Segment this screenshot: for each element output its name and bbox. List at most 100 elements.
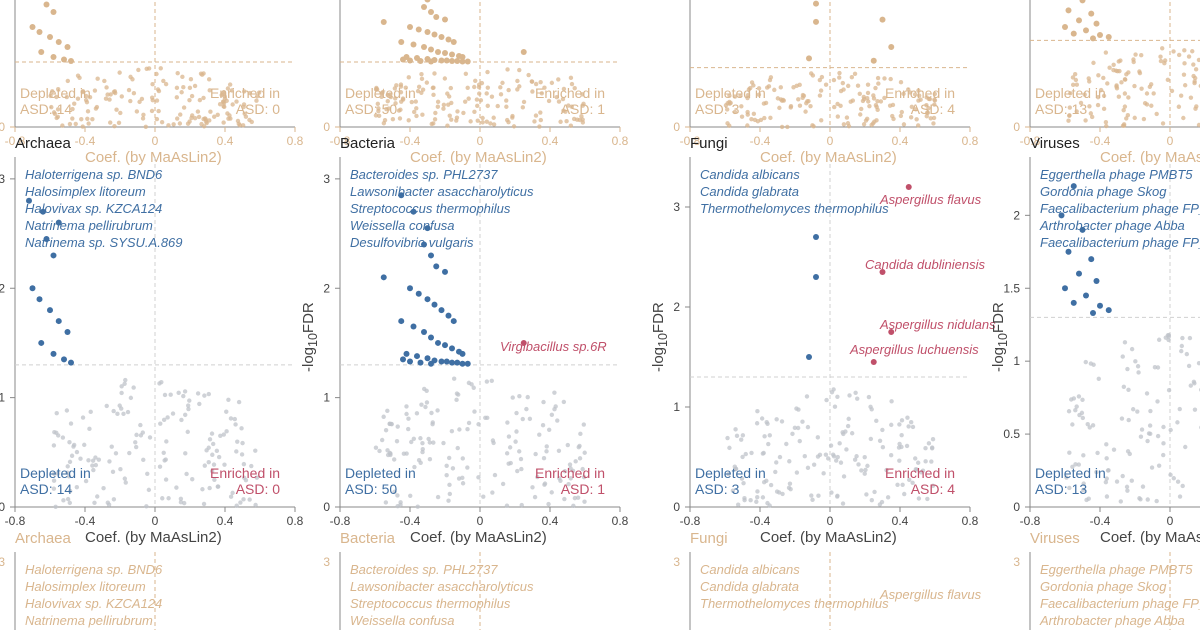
panel-archaea-ghost: Archaea 3 Haloterrigena sp. BND6Halosimple… (0, 530, 325, 630)
species-label-depleted: Halovivax sp. KZCA124 (25, 596, 162, 612)
enriched-count: Enriched inASD: 0 (210, 85, 280, 117)
panel-archaea: Archaea-0.8-0.400.40.80123Coef. (by MaAs… (0, 135, 325, 555)
species-label-depleted: Bacteroides sp. PHL2737 (350, 167, 497, 183)
depleted-count: Depleted inASD: 3 (695, 465, 766, 497)
depleted-count: Depleted inASD: 50 (345, 465, 416, 497)
species-label-depleted: Weissella confusa (350, 218, 455, 234)
svg-text:0: 0 (673, 120, 680, 134)
panel-title: Viruses (1030, 530, 1080, 547)
species-label-depleted: Thermothelomyces thermophilus (700, 596, 889, 612)
depleted-count: Depleted inASD: 3 (695, 85, 766, 117)
panel-title: Fungi (690, 135, 728, 152)
species-label-depleted: Desulfovibrio vulgaris (350, 235, 474, 251)
enriched-count: Enriched inASD: 4 (885, 465, 955, 497)
svg-text:0.8: 0.8 (612, 514, 629, 528)
svg-text:2: 2 (673, 300, 680, 314)
depleted-count: Depleted inASD: 50 (345, 85, 416, 117)
y-axis-label: -log10FDR (300, 302, 320, 372)
svg-text:3: 3 (0, 172, 5, 186)
enriched-count: Enriched inASD: 1 (535, 85, 605, 117)
svg-text:-0.8: -0.8 (330, 514, 351, 528)
species-label-depleted: Halosimplex litoreum (25, 184, 146, 200)
enriched-count: Enriched inASD: 0 (210, 465, 280, 497)
svg-text:0: 0 (323, 120, 330, 134)
depleted-count: Depleted inASD: 14 (20, 85, 91, 117)
species-label-depleted: Candida glabrata (700, 579, 799, 595)
depleted-count: Depleted inASD: 14 (20, 465, 91, 497)
svg-text:2: 2 (1013, 208, 1020, 222)
svg-text:0.4: 0.4 (217, 514, 234, 528)
species-label-enriched: Virgibacillus sp.6R (500, 339, 607, 355)
species-label-depleted: Halosimplex litoreum (25, 579, 146, 595)
svg-text:3: 3 (323, 555, 330, 569)
species-label-depleted: Thermothelomyces thermophilus (700, 201, 889, 217)
panel-fungi: Fungi-0.8-0.400.40.80123Coef. (by MaAsLi… (640, 135, 1000, 555)
species-label-depleted: Candida albicans (700, 167, 800, 183)
enriched-count: Enriched inASD: 4 (885, 85, 955, 117)
figure-canvas: Archaea-0.8-0.400.40.80Coef. (by MaAsLin… (0, 0, 1200, 630)
species-label-enriched: Aspergillus luchuensis (850, 342, 979, 358)
y-axis-label: -log10FDR (990, 302, 1010, 372)
svg-text:2: 2 (323, 281, 330, 295)
panel-viruses-ghost: Viruses 3 Eggerthella phage PMBT5Gordonia … (980, 530, 1200, 630)
svg-text:3: 3 (673, 555, 680, 569)
svg-text:3: 3 (1013, 555, 1020, 569)
svg-text:0: 0 (477, 514, 484, 528)
svg-text:0.5: 0.5 (1003, 427, 1020, 441)
species-label-depleted: Haloterrigena sp. BND6 (25, 167, 162, 183)
species-label-depleted: Natrinema pellirubrum (25, 218, 153, 234)
svg-text:0: 0 (1013, 500, 1020, 514)
svg-text:-0.4: -0.4 (75, 514, 96, 528)
species-label-depleted: Eggerthella phage PMBT5 (1040, 167, 1192, 183)
species-label-depleted: Lawsonibacter asaccharolyticus (350, 184, 534, 200)
svg-text:0: 0 (1167, 514, 1174, 528)
svg-text:0: 0 (0, 120, 5, 134)
svg-text:-0.4: -0.4 (400, 514, 421, 528)
svg-text:0: 0 (323, 500, 330, 514)
species-label-depleted: Natrinema pellirubrum (25, 613, 153, 629)
svg-text:0: 0 (0, 500, 5, 514)
species-label-depleted: Gordonia phage Skog (1040, 579, 1166, 595)
species-label-depleted: Candida albicans (700, 562, 800, 578)
species-label-depleted: Candida glabrata (700, 184, 799, 200)
species-label-depleted: Faecalibacterium phage FP_L (1040, 596, 1200, 612)
svg-text:-0.4: -0.4 (1090, 514, 1111, 528)
species-label-depleted: Natrinema sp. SYSU.A.869 (25, 235, 183, 251)
svg-text:0.8: 0.8 (962, 514, 979, 528)
svg-text:-0.8: -0.8 (5, 514, 26, 528)
svg-text:1: 1 (323, 391, 330, 405)
panel-title: Bacteria (340, 530, 395, 547)
panel-title: Archaea (15, 530, 71, 547)
svg-text:0.4: 0.4 (892, 514, 909, 528)
svg-text:1.5: 1.5 (1003, 281, 1020, 295)
svg-text:3: 3 (673, 200, 680, 214)
species-label-enriched: Aspergillus nidulans (880, 317, 996, 333)
depleted-count: Depleted inASD: 13 (1035, 465, 1106, 497)
svg-text:0: 0 (152, 514, 159, 528)
species-label-enriched: Candida dubliniensis (865, 257, 985, 273)
enriched-count: Enriched inASD: 1 (535, 465, 605, 497)
svg-text:-0.8: -0.8 (680, 514, 701, 528)
species-label-enriched: Aspergillus flavus (880, 192, 981, 208)
species-label-depleted: Gordonia phage Skog (1040, 184, 1166, 200)
species-label-depleted: Lawsonibacter asaccharolyticus (350, 579, 534, 595)
species-label-depleted: Haloterrigena sp. BND6 (25, 562, 162, 578)
svg-text:3: 3 (0, 555, 5, 569)
panel-viruses: Viruses-0.8-0.400.40.800.511.52Coef. (by… (980, 135, 1200, 555)
species-label-depleted: Streptococcus thermophilus (350, 596, 510, 612)
panel-bacteria-ghost: Bacteria 3 Bacteroides sp. PHL2737Lawsonib… (290, 530, 650, 630)
species-label-depleted: Eggerthella phage PMBT5 (1040, 562, 1192, 578)
depleted-count: Depleted inASD: 13 (1035, 85, 1106, 117)
species-label-depleted: Bacteroides sp. PHL2737 (350, 562, 497, 578)
svg-text:1: 1 (673, 400, 680, 414)
panel-title: Archaea (15, 135, 71, 152)
panel-title: Bacteria (340, 135, 395, 152)
panel-fungi-ghost: Fungi3Candida albicansCandida glabrataTh… (640, 530, 1000, 630)
species-label-depleted: Faecalibacterium phage FP_ (1040, 235, 1200, 251)
species-label-depleted: Streptococcus thermophilus (350, 201, 510, 217)
species-label-depleted: Halovivax sp. KZCA124 (25, 201, 162, 217)
svg-text:1: 1 (1013, 354, 1020, 368)
svg-text:0: 0 (827, 514, 834, 528)
panel-title: Viruses (1030, 135, 1080, 152)
species-label-enriched: Aspergillus flavus (880, 587, 981, 603)
